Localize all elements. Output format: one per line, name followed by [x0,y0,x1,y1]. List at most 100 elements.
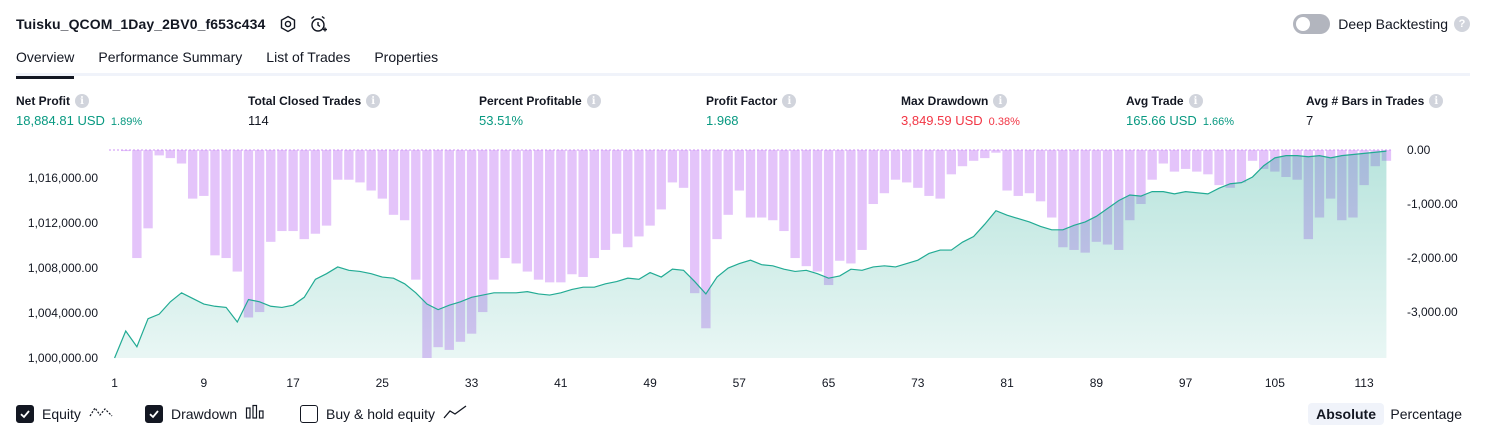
metric-value: 53.51% [479,113,524,128]
metric-value: 18,884.81 USD [16,113,105,128]
drawdown-bar [835,150,845,261]
drawdown-bar [690,150,700,294]
drawdown-bar [132,150,142,259]
drawdown-bar [232,150,242,272]
drawdown-bar [433,150,443,348]
info-icon[interactable]: i [782,94,797,108]
tab-list-of-trades[interactable]: List of Trades [266,49,351,65]
drawdown-bar [221,150,231,259]
drawdown-bar [1035,150,1046,202]
drawdown-bar [533,150,544,280]
x-axis-tick: 1 [111,376,118,390]
drawdown-bar [478,150,488,313]
settings-icon[interactable] [277,13,299,35]
x-axis-tick: 81 [1000,376,1014,390]
drawdown-bar [1158,150,1168,164]
info-icon[interactable]: i [1429,94,1444,108]
drawdown-bar [924,150,934,196]
drawdown-bar [1013,150,1023,196]
drawdown-bar [768,150,778,221]
drawdown-bar [734,150,745,191]
drawdown-bar [968,150,979,161]
drawdown-bar [254,150,265,313]
tab-overview[interactable]: Overview [16,44,75,79]
drawdown-bar [1069,150,1079,250]
equity-checkbox[interactable] [16,405,34,423]
x-axis-tick: 49 [643,376,657,390]
left-axis-tick: 1,004,000.00 [28,306,98,320]
percentage-button[interactable]: Percentage [1390,406,1462,422]
chart-legend: Equity Drawdown Buy & hold equity Absolu… [16,403,1470,425]
drawdown-bar [333,150,343,180]
drawdown-bar [366,150,376,191]
x-axis-tick: 41 [554,376,568,390]
x-axis-tick: 33 [465,376,479,390]
metrics-row: Net Profit i 18,884.81 USD 1.89% Total Clo… [16,93,1470,133]
deep-backtesting: Deep Backtesting ? [1293,12,1470,36]
drawdown-bar [868,150,878,205]
drawdown-bar [556,150,566,283]
add-alert-icon[interactable] [307,13,329,35]
drawdown-toggle[interactable]: Drawdown [145,403,265,425]
drawdown-bar [143,150,153,229]
drawdown-bar [288,150,298,232]
info-icon[interactable]: i [75,94,89,108]
metric-percent-profitable: Percent Profitable i 53.51% [479,93,601,128]
drawdown-bar [1058,150,1068,248]
metric-value: 1.968 [706,113,739,128]
drawdown-bar [790,150,800,259]
drawdown-bar [1136,150,1146,205]
drawdown-checkbox[interactable] [145,405,163,423]
drawdown-bar [801,150,811,267]
buy-hold-label: Buy & hold equity [326,406,435,422]
drawdown-bar [645,150,655,226]
drawdown-bar [1381,150,1392,161]
drawdown-bar [600,150,611,250]
drawdown-bar [890,150,901,180]
drawdown-bar [377,150,388,199]
x-axis-tick: 65 [822,376,836,390]
drawdown-bar [812,150,823,272]
metric-value: 114 [248,113,269,128]
metric-percent: 0.38% [988,116,1020,128]
drawdown-bar [489,150,499,280]
buy-hold-toggle[interactable]: Buy & hold equity [300,403,467,425]
tab-properties[interactable]: Properties [374,49,439,65]
drawdown-bar [1024,150,1035,194]
x-axis-tick: 73 [911,376,925,390]
info-icon[interactable]: i [1188,94,1203,108]
drawdown-bar [466,150,477,334]
drawdown-bar [411,150,421,280]
drawdown-bar [701,150,711,329]
right-axis-tick: -2,000.00 [1407,251,1458,265]
drawdown-bar [991,150,1001,153]
help-icon[interactable]: ? [1454,16,1470,32]
info-icon[interactable]: i [586,94,601,108]
drawdown-bar [277,150,287,232]
buy-hold-checkbox[interactable] [300,405,318,423]
tab-performance-summary[interactable]: Performance Summary [98,49,243,65]
metric-percent: 1.89% [110,116,143,128]
deep-backtesting-toggle[interactable] [1293,14,1331,34]
drawdown-bar [913,150,923,188]
right-axis-tick: -3,000.00 [1407,305,1458,319]
drawdown-bar [656,150,666,210]
absolute-button[interactable]: Absolute [1308,403,1384,425]
left-axis-tick: 1,000,000.00 [28,351,98,365]
tab-bar: Overview Performance Summary List of Tra… [16,44,1470,79]
drawdown-bar [611,150,622,234]
drawdown-bar [678,150,689,188]
drawdown-bar [634,150,644,237]
x-axis-tick: 105 [1265,376,1285,390]
drawdown-bar [422,150,432,358]
info-icon[interactable]: i [993,94,1008,108]
drawdown-bar [567,150,577,275]
info-icon[interactable]: i [366,94,381,108]
equity-area [114,151,1387,358]
equity-drawdown-chart[interactable]: 1,016,000.00 1,012,000.00 1,008,000.00 1,00… [0,140,1486,395]
left-axis-tick: 1,012,000.00 [28,216,98,230]
equity-toggle[interactable]: Equity [16,403,113,425]
drawdown-bar [266,150,276,242]
drawdown-bar [745,150,756,218]
metric-value: 165.66 USD [1126,113,1197,128]
